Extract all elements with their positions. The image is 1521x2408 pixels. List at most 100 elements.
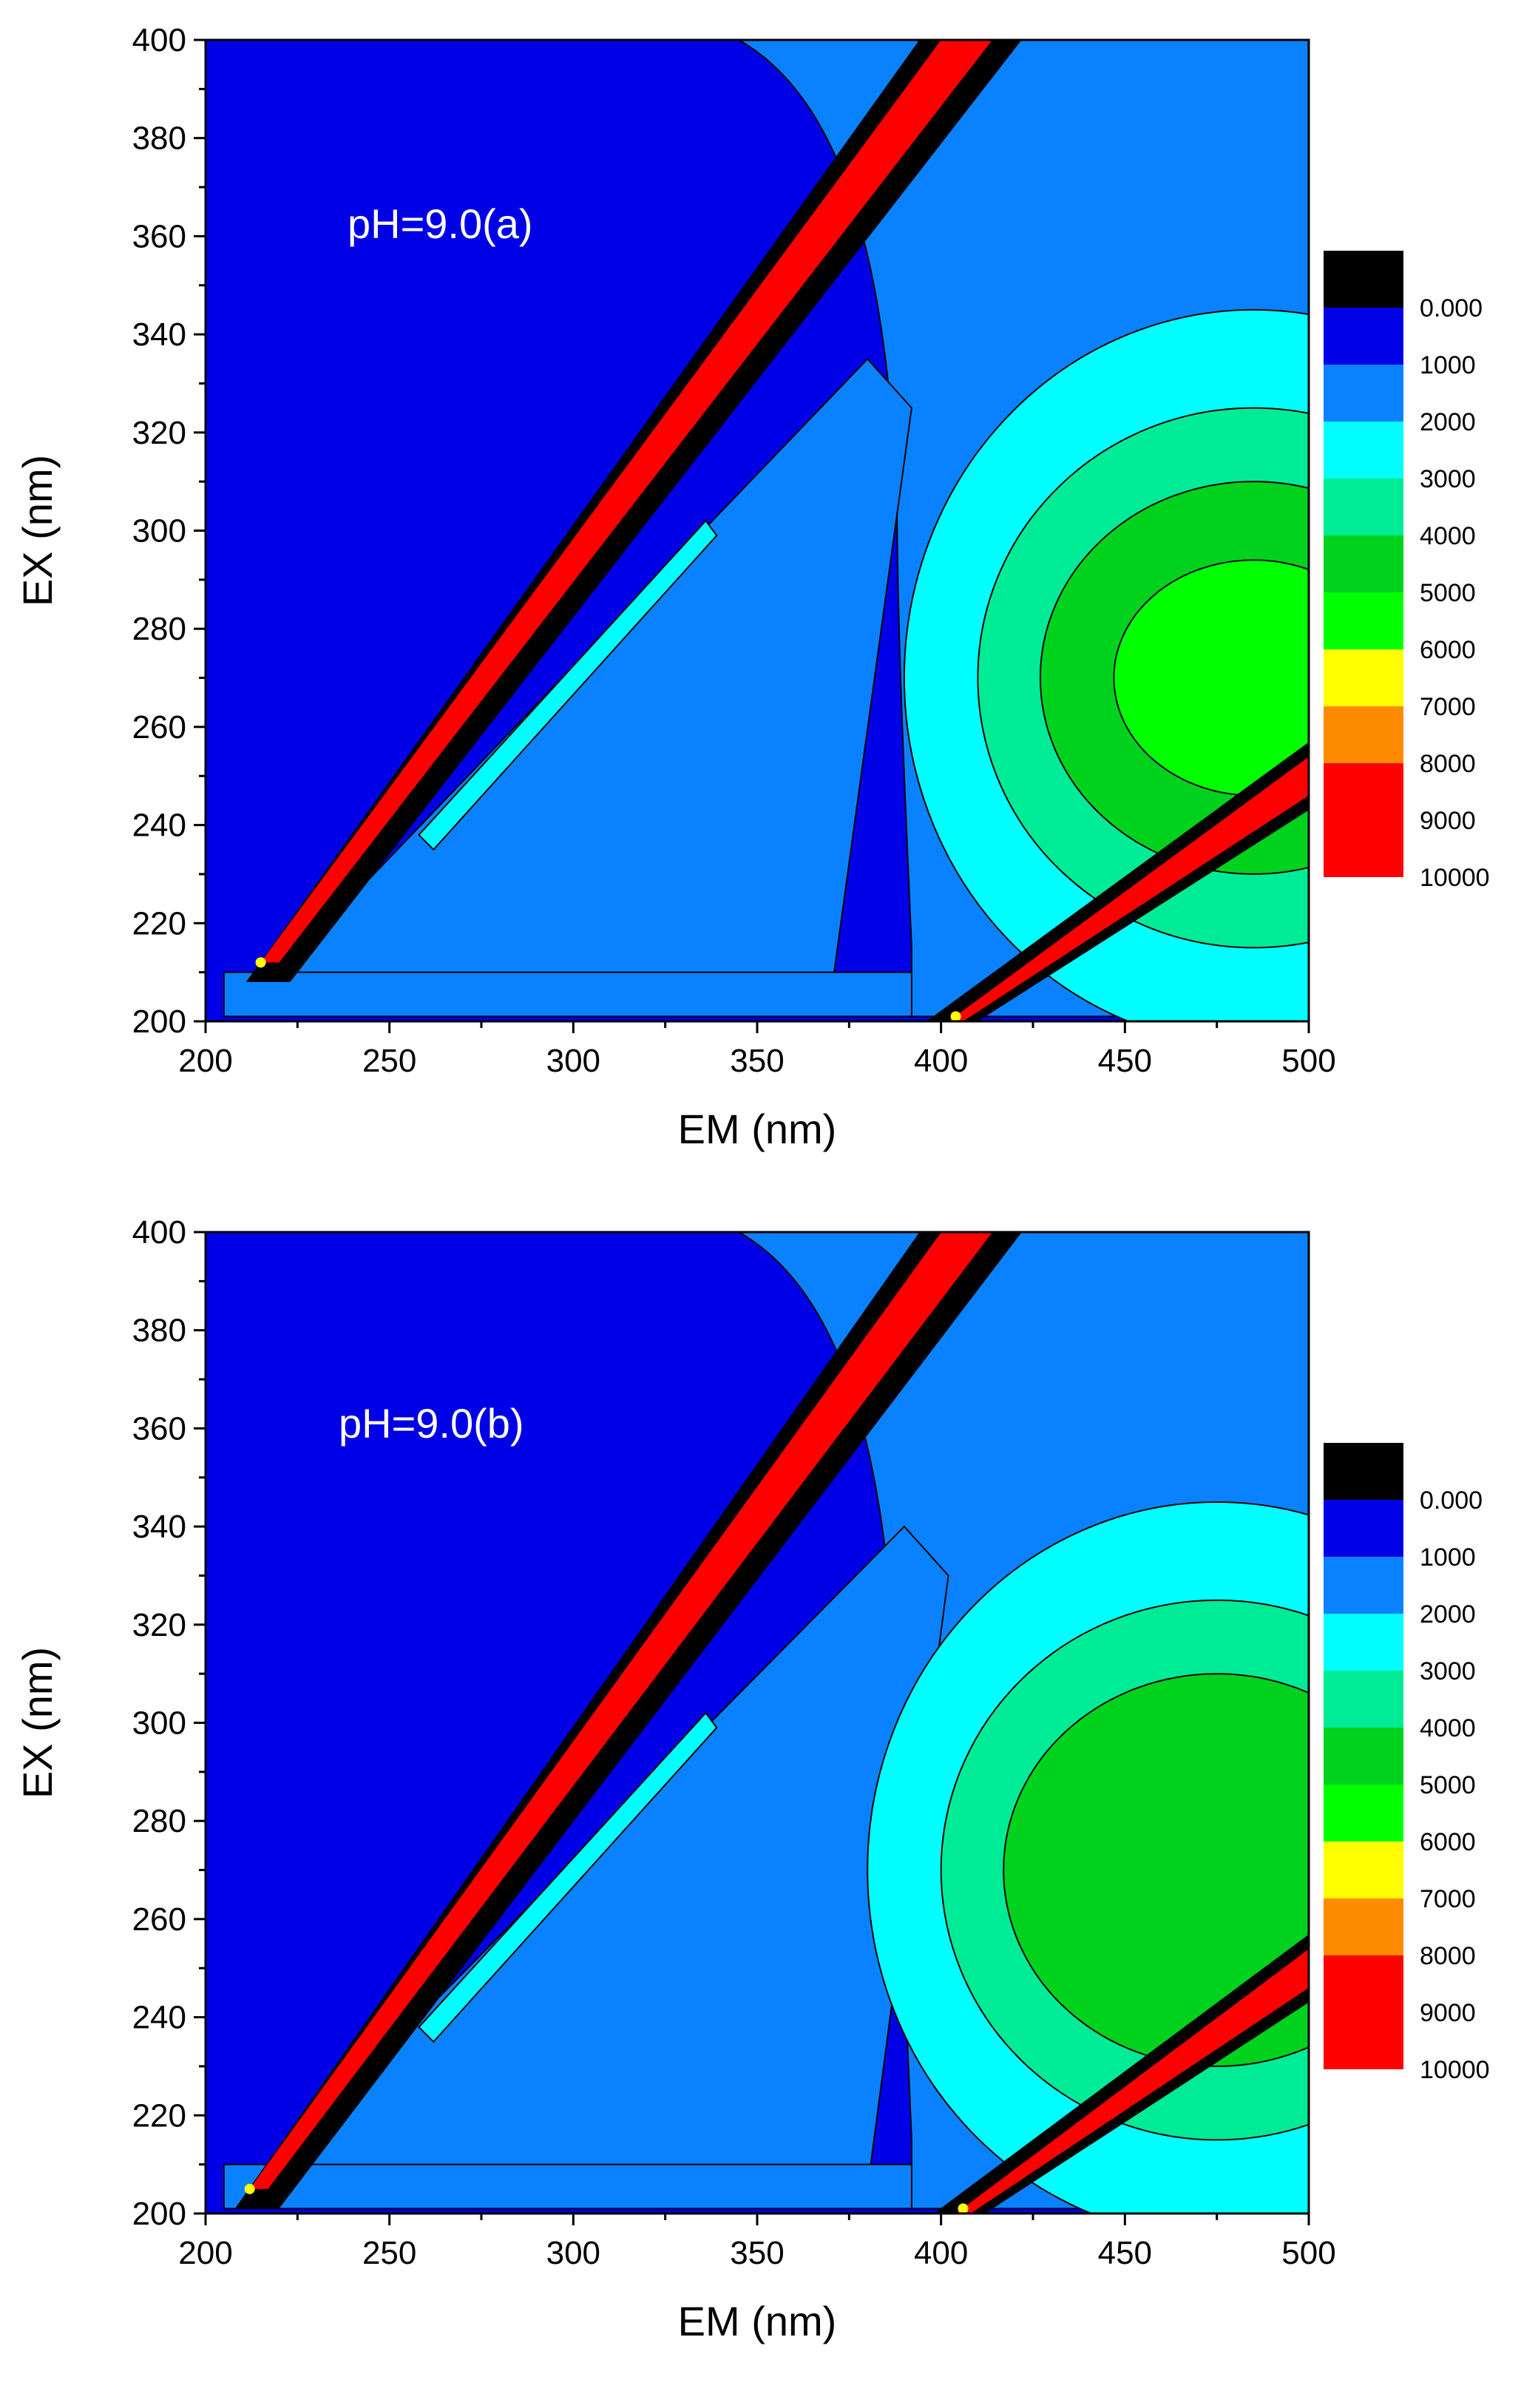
- contour-band-raman-core: [418, 519, 718, 851]
- x-tick-label: 250: [362, 1043, 416, 1079]
- y-tick-label: 260: [132, 709, 186, 745]
- legend-swatch: [1324, 1557, 1403, 1614]
- legend-swatch: [1324, 1443, 1403, 1500]
- contour-panel-a: 200 250 300 350 400 450 500 200 220 240 260 280 300 3…: [14, 22, 1490, 1152]
- x-tick-label: 450: [1098, 2235, 1152, 2271]
- y-tick-label: 380: [132, 1313, 186, 1349]
- scatter-band-2nd-outline: [933, 1934, 1309, 2213]
- legend-swatch: [1324, 1728, 1403, 1785]
- scatter-band-2nd-core: [948, 757, 1309, 1021]
- legend-swatch: [1324, 1614, 1403, 1671]
- x-tick-label: 300: [546, 2235, 600, 2271]
- legend-label: 8000: [1420, 1942, 1476, 1970]
- y-tick-label: 380: [132, 121, 186, 157]
- legend-label: 7000: [1420, 1885, 1476, 1913]
- y-tick-label: 240: [132, 808, 186, 844]
- legend-label: 9000: [1420, 807, 1476, 835]
- legend-swatch: [1324, 2012, 1403, 2069]
- x-tick-label: 250: [362, 2235, 416, 2271]
- contour-bottom-noise: [223, 971, 912, 1018]
- legend-label: 5000: [1420, 1771, 1476, 1799]
- contour-bottom-noise: [223, 2163, 912, 2210]
- x-tick-label: 300: [546, 1043, 600, 1079]
- y-axis-title: EX (nm): [14, 455, 61, 606]
- legend-label: 9000: [1420, 1999, 1476, 2027]
- x-axis-title: EM (nm): [678, 1106, 837, 1152]
- x-tick-label: 350: [730, 2235, 784, 2271]
- legend-label: 3000: [1420, 465, 1476, 493]
- legend-swatch: [1324, 763, 1403, 820]
- legend-label: 10000: [1420, 2056, 1490, 2084]
- contour-band-raman-core: [418, 1711, 718, 2043]
- contour-level-4000-5000: [1003, 1673, 1309, 2067]
- legend-label: 0.000: [1420, 294, 1483, 322]
- y-tick-label: 300: [132, 513, 186, 549]
- scatter-band-1st-tip: [255, 957, 266, 968]
- scatter-band-1st-core: [260, 40, 992, 963]
- legend-label: 5000: [1420, 579, 1476, 607]
- legend-swatch: [1324, 820, 1403, 877]
- y-tick-label: 320: [132, 1607, 186, 1643]
- legend-label: 7000: [1420, 693, 1476, 721]
- x-tick-label: 450: [1098, 1043, 1152, 1079]
- y-tick-label: 280: [132, 1803, 186, 1839]
- legend-swatch: [1324, 535, 1403, 592]
- legend-label: 6000: [1420, 1828, 1476, 1856]
- legend-label: 4000: [1420, 522, 1476, 550]
- legend-swatch: [1324, 478, 1403, 535]
- legend-label: 3000: [1420, 1657, 1476, 1685]
- y-tick-label: 260: [132, 1901, 186, 1938]
- x-tick-label: 500: [1281, 2235, 1335, 2271]
- legend-swatch: [1324, 1671, 1403, 1728]
- y-tick-label: 400: [132, 1214, 186, 1251]
- legend-swatch: [1324, 1785, 1403, 1841]
- scatter-band-1st-tip: [244, 2183, 255, 2194]
- y-tick-label: 240: [132, 2000, 186, 2036]
- legend-swatch: [1324, 422, 1403, 478]
- legend-swatch: [1324, 251, 1403, 308]
- x-tick-label: 500: [1281, 1043, 1335, 1079]
- legend-swatch: [1324, 706, 1403, 763]
- contour-panel-b: 200 250 300 350 400 450 500 200 220 240 260 280 300 3…: [14, 1214, 1490, 2344]
- x-tick-label: 400: [914, 1043, 968, 1079]
- y-tick-label: 340: [132, 317, 186, 353]
- x-tick-label: 350: [730, 1043, 784, 1079]
- x-tick-label: 200: [178, 2235, 232, 2271]
- legend-swatch: [1324, 308, 1403, 365]
- legend-label: 2000: [1420, 1600, 1476, 1629]
- legend-swatch: [1324, 1898, 1403, 1955]
- legend-label: 10000: [1420, 864, 1490, 892]
- y-tick-label: 220: [132, 905, 186, 941]
- x-tick-label: 400: [914, 2235, 968, 2271]
- legend-label: 1000: [1420, 351, 1476, 379]
- legend-swatch: [1324, 1955, 1403, 2012]
- y-tick-label: 280: [132, 611, 186, 647]
- scatter-band-2nd-tip: [950, 1011, 961, 1021]
- legend-swatch: [1324, 649, 1403, 706]
- legend-swatch: [1324, 1500, 1403, 1557]
- legend-label: 4000: [1420, 1714, 1476, 1742]
- legend-swatch: [1324, 592, 1403, 649]
- panel-title: pH=9.0(a): [348, 200, 533, 247]
- x-axis-title: EM (nm): [678, 2298, 837, 2344]
- legend-label: 8000: [1420, 750, 1476, 778]
- scatter-band-1st-core: [249, 1232, 993, 2189]
- plot-area: [206, 1232, 1309, 2213]
- scatter-band-2nd-tip: [958, 2203, 969, 2213]
- legend-swatch: [1324, 365, 1403, 422]
- panel-title: pH=9.0(b): [339, 1400, 524, 1447]
- legend-label: 1000: [1420, 1543, 1476, 1572]
- y-tick-label: 360: [132, 218, 186, 254]
- y-tick-label: 340: [132, 1509, 186, 1545]
- legend-label: 2000: [1420, 408, 1476, 436]
- y-tick-label: 200: [132, 1004, 186, 1040]
- scatter-band-2nd-core: [955, 1949, 1309, 2213]
- y-tick-label: 320: [132, 415, 186, 451]
- legend: 0.000 1000 2000 3000 4000 5000 6000 7000 8000 900…: [1324, 251, 1490, 892]
- y-tick-label: 400: [132, 22, 186, 58]
- y-tick-label: 300: [132, 1705, 186, 1742]
- x-tick-label: 200: [178, 1043, 232, 1079]
- legend: 0.000 1000 2000 3000 4000 5000 6000 7000 8000 900…: [1324, 1443, 1490, 2084]
- legend-swatch: [1324, 1841, 1403, 1898]
